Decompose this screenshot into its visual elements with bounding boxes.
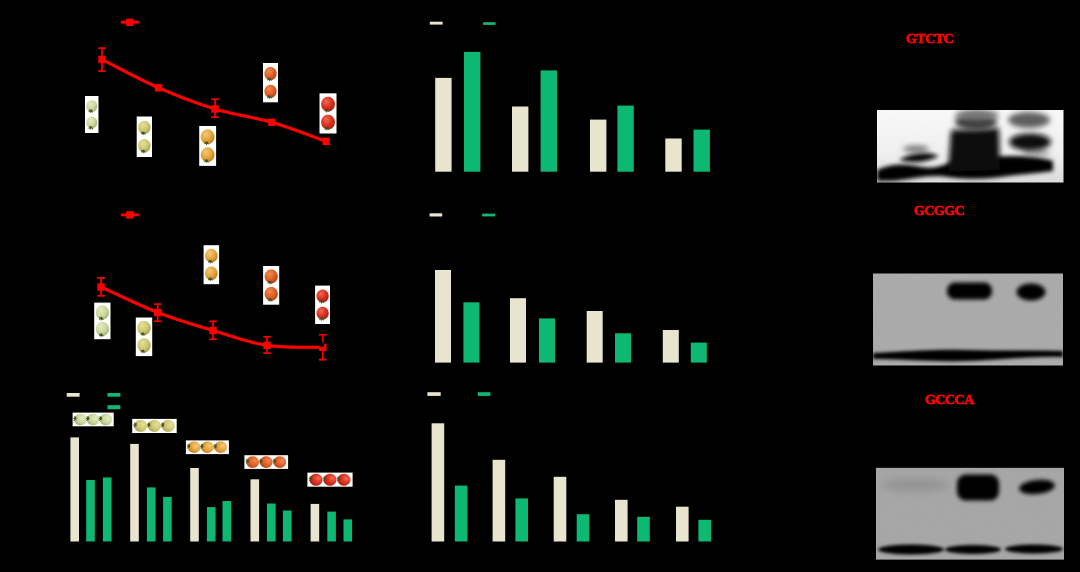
svg-text:GCCCA: GCCCA xyxy=(925,393,975,408)
svg-text:GCGGC: GCGGC xyxy=(914,204,965,219)
svg-text:GTCTC: GTCTC xyxy=(906,32,954,47)
